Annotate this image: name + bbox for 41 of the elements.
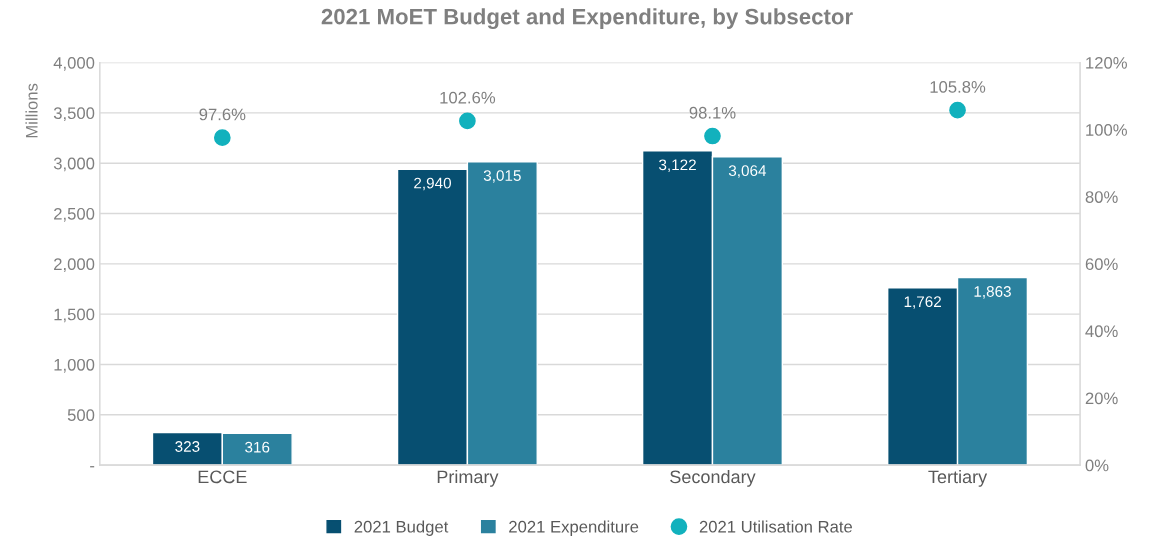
y2-tick-label: 80% xyxy=(1085,191,1118,203)
chart-title: 2021 MoET Budget and Expenditure, by Subsector xyxy=(321,8,853,29)
legend-label: 2021 Utilisation Rate xyxy=(699,520,853,533)
y-tick-label: 2,000 xyxy=(54,258,95,273)
y-tick-label: 3,000 xyxy=(53,157,95,172)
y-tick-label: 3,500 xyxy=(53,107,95,122)
data-label: 3,122 xyxy=(659,159,696,172)
legend-label: 2021 Budget xyxy=(354,520,449,536)
y2-tick-label: 40% xyxy=(1085,325,1118,338)
point xyxy=(704,127,721,145)
x-tick-label: Primary xyxy=(437,469,499,487)
x-tick-label: Secondary xyxy=(670,469,756,487)
data-label: 105.8% xyxy=(930,81,986,93)
legend-label: 2021 Expenditure xyxy=(509,520,639,536)
data-label: 3,064 xyxy=(728,165,767,178)
x-tick-label: Tertiary xyxy=(928,469,988,487)
y-tick-label: 2,500 xyxy=(54,207,95,222)
data-label: 1,762 xyxy=(904,296,941,309)
y-axis-title: Millions xyxy=(25,83,38,138)
data-label: 323 xyxy=(175,441,200,452)
data-label: 316 xyxy=(245,441,270,453)
data-label: 2,940 xyxy=(414,177,451,191)
y-tick-label: 4,000 xyxy=(53,56,95,71)
data-label: 3,015 xyxy=(483,170,521,183)
data-label: 1,863 xyxy=(974,286,1011,299)
data-label: 98.1% xyxy=(689,106,736,119)
data-label: 102.6% xyxy=(440,91,496,104)
point xyxy=(459,112,476,130)
point xyxy=(213,129,231,147)
data-label: 97.6% xyxy=(199,108,246,121)
y2-tick-label: 100% xyxy=(1086,124,1127,136)
y-tick-label: - xyxy=(90,466,95,468)
y-tick-label: 1,500 xyxy=(54,308,95,323)
y-tick-label: 1,000 xyxy=(54,358,95,373)
x-tick-label: ECCE xyxy=(198,470,247,484)
y2-tick-label: 120% xyxy=(1086,56,1127,69)
y-tick-label: 500 xyxy=(67,409,95,421)
y2-tick-label: 0% xyxy=(1085,459,1109,472)
point xyxy=(949,101,966,119)
y2-tick-label: 20% xyxy=(1085,392,1118,405)
y2-tick-label: 60% xyxy=(1085,258,1118,271)
